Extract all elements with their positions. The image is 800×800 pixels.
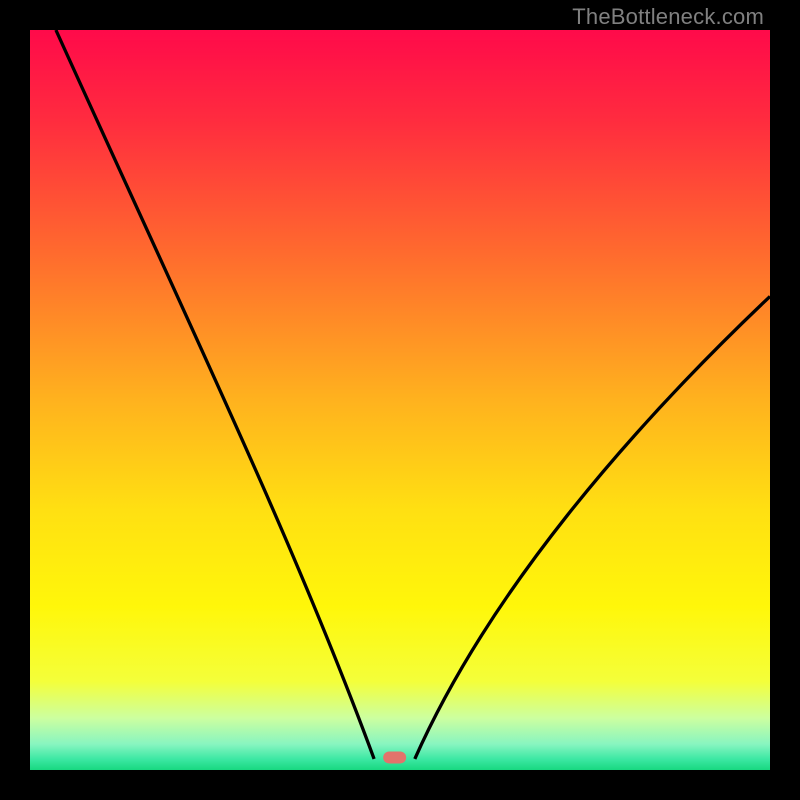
chart-frame: TheBottleneck.com — [0, 0, 800, 800]
bottleneck-curve — [30, 30, 770, 770]
curve-path — [56, 30, 770, 759]
minimum-marker — [383, 752, 407, 763]
watermark-text: TheBottleneck.com — [572, 4, 764, 30]
plot-area — [30, 30, 770, 770]
